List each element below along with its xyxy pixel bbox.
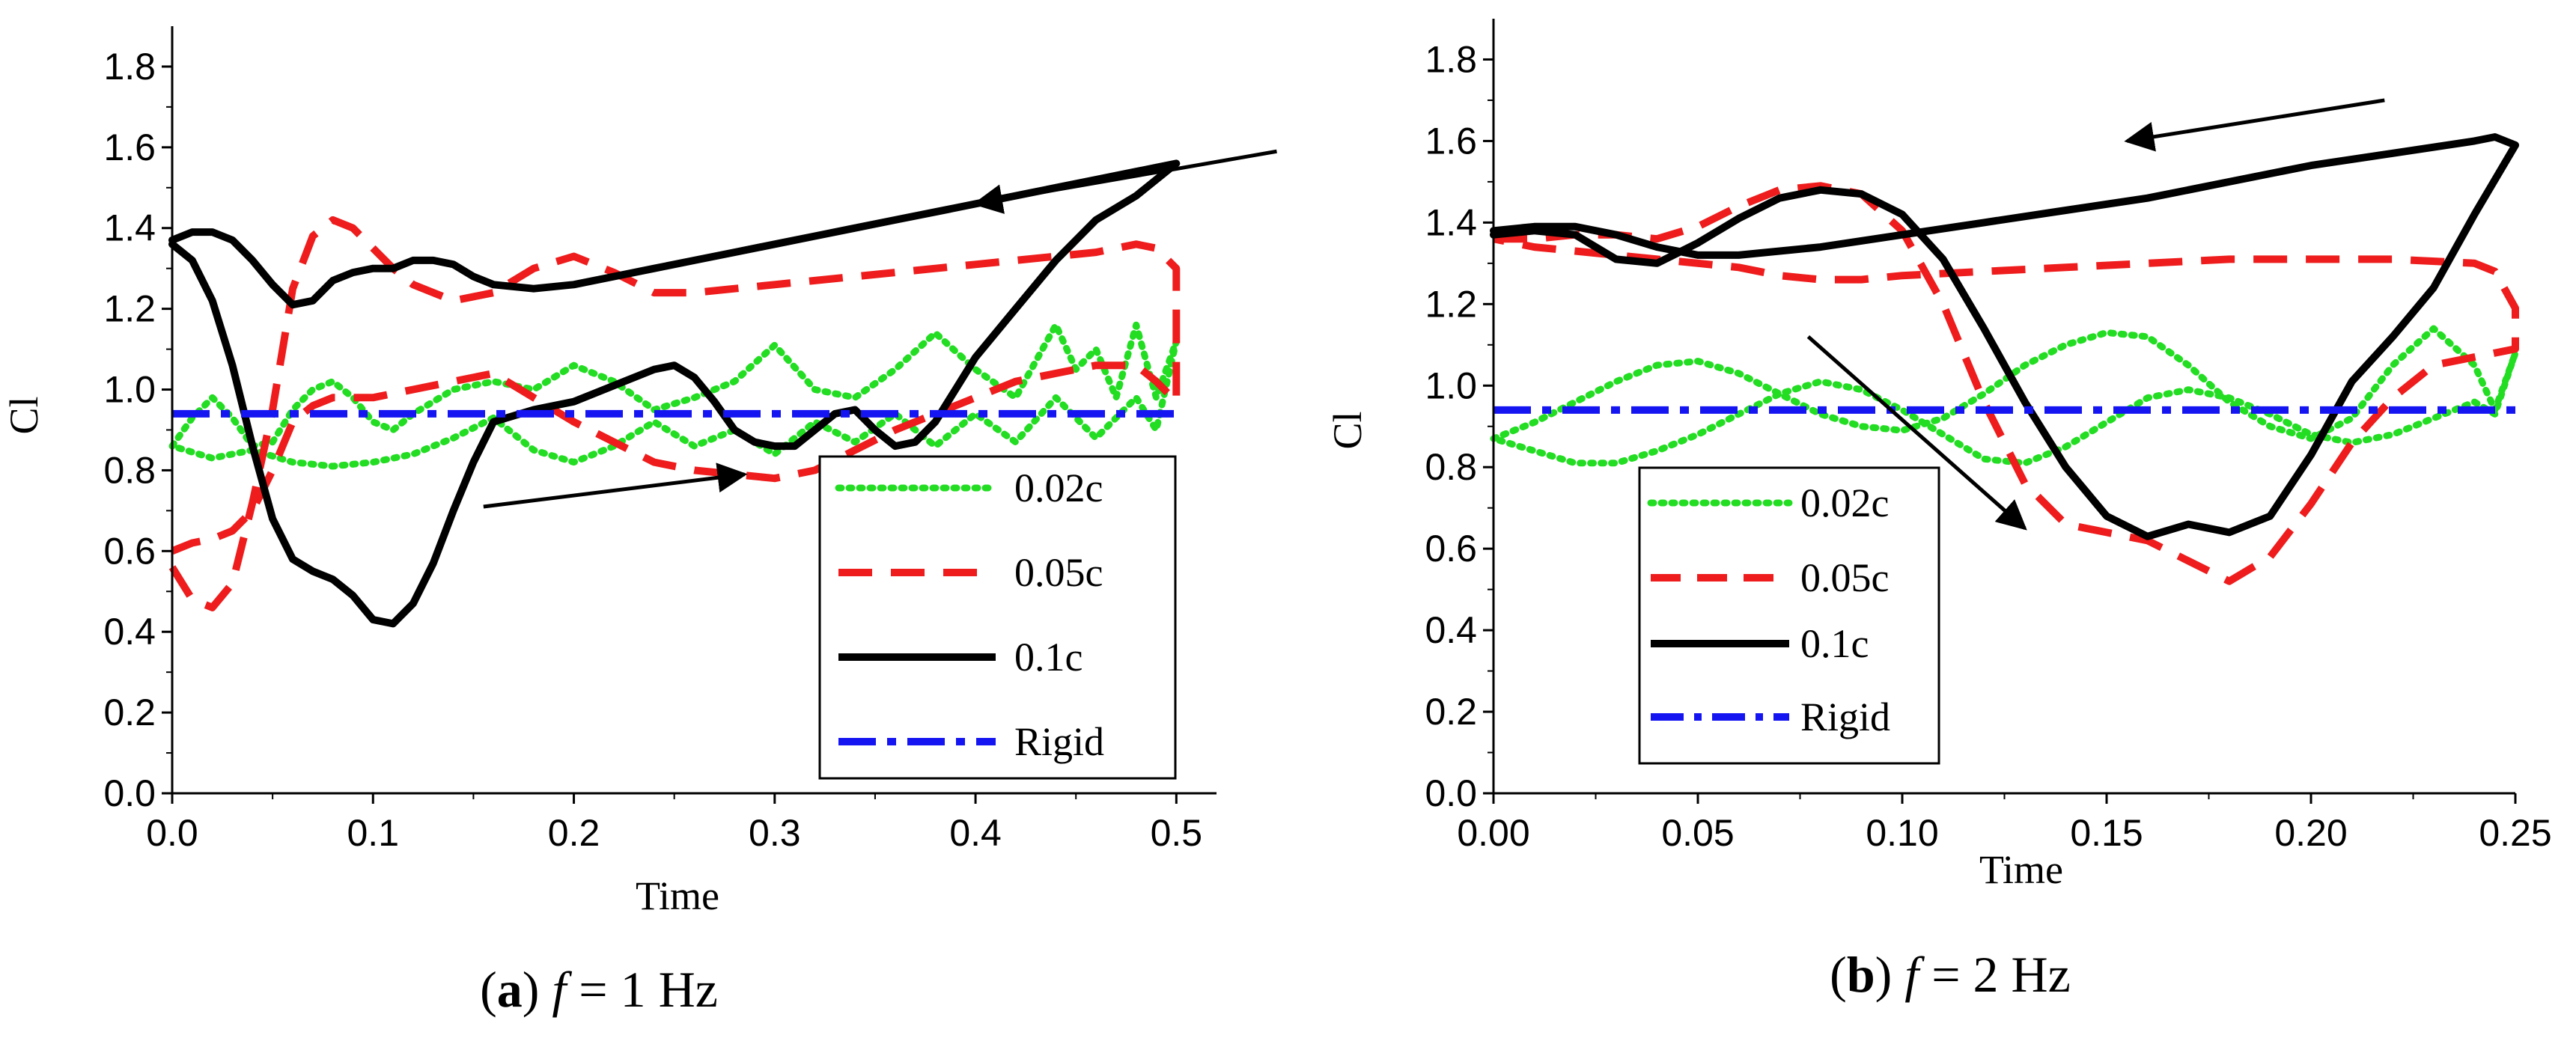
panel-a-y-tick-label: 1.8 [103, 46, 156, 88]
panel-b-caption: (b) f = 2 Hz [1830, 946, 2071, 1003]
panel-b: 0.0 0.2 0.4 0.6 0.8 1.0 1.2 1.4 1.6 1.8 0.00 0.05 0.… [1325, 19, 2552, 1003]
panel-b-legend-label-0.1c: 0.1c [1800, 621, 1869, 666]
panel-a-y-tick-label: 0.6 [103, 530, 156, 572]
panel-a-y-tick-label: 0.0 [103, 772, 156, 814]
panel-b-x-tick-label: 0.20 [2274, 812, 2347, 854]
panel-a-x-tick-label: 0.4 [949, 812, 1002, 854]
panel-a-caption-rest: = 1 Hz [566, 961, 718, 1018]
panel-a-series-0-02c [168, 321, 1180, 470]
panel-b-x-tick-label: 0.25 [2479, 812, 2551, 854]
panel-a-x-tick-label: 0.5 [1151, 812, 1203, 854]
panel-b-y-tick-label: 1.0 [1425, 364, 1477, 406]
panel-b-y-tick-label: 1.2 [1425, 283, 1477, 325]
panel-a-series [168, 159, 1181, 628]
panel-b-series-0-1c [1490, 133, 2519, 540]
panel-b-x-axis-label: Time [1979, 847, 2063, 892]
panel-a-legend-box [818, 455, 1177, 780]
panel-b-legend-label-0.02c: 0.02c [1800, 480, 1889, 525]
panel-a-legend-label-0.02c: 0.02c [1014, 465, 1103, 510]
panel-a-x-tick-label: 0.3 [749, 812, 801, 854]
panel-b-y-tick-label: 1.8 [1425, 38, 1477, 80]
panel-b-y-tick-label: 0.4 [1425, 609, 1477, 651]
panel-a-legend: 0.02c 0.05c 0.1c Rigid [818, 455, 1177, 780]
panel-a-y-tick-label: 1.4 [103, 207, 156, 249]
panel-a-trend-arrow-2 [483, 463, 748, 509]
panel-a-legend-label-0.05c: 0.05c [1014, 550, 1103, 595]
panel-a-x-tick-label: 0.2 [548, 812, 600, 854]
panel-a-axes: 0.0 0.2 0.4 0.6 0.8 1.0 1.2 1.4 1.6 1.8 0.0 0.1 0.2 0… [103, 26, 1217, 854]
panel-b-y-tick-label: 0.0 [1425, 772, 1477, 814]
panel-a-trend-arrow-1 [972, 149, 1277, 214]
panel-b-y-tick-label: 0.2 [1425, 691, 1477, 733]
panel-a-x-axis-label: Time [636, 873, 719, 918]
panel-b-annotations [1806, 98, 2385, 531]
panel-a-y-tick-label: 0.8 [103, 449, 156, 491]
panel-b-trend-arrow-2 [1806, 335, 2027, 531]
panel-b-axes: 0.0 0.2 0.4 0.6 0.8 1.0 1.2 1.4 1.6 1.8 0.00 0.05 0.… [1425, 19, 2552, 854]
panel-b-series-0-02c [1490, 325, 2519, 467]
panel-b-y-tick-label: 0.6 [1425, 528, 1477, 570]
panel-b-series-0-05c [1493, 182, 2519, 585]
panel-a-x-tick-label: 0.0 [146, 812, 198, 854]
panel-a-y-tick-label: 1.2 [103, 288, 156, 330]
panel-b-series [1490, 133, 2519, 585]
panel-b-y-tick-label: 0.8 [1425, 446, 1477, 488]
panel-a-y-tick-label: 1.0 [103, 369, 156, 411]
panel-a-y-axis-label: Cl [1, 396, 46, 434]
panel-b-legend-label-rigid: Rigid [1800, 695, 1890, 739]
panel-b-y-tick-label: 1.4 [1425, 201, 1477, 243]
panel-b-legend-label-0.05c: 0.05c [1800, 555, 1889, 600]
panel-b-x-tick-label: 0.15 [2070, 812, 2143, 854]
panel-a-y-tick-label: 0.4 [103, 611, 156, 653]
panel-a-caption: (a) f = 1 Hz [480, 961, 718, 1018]
panel-b-x-tick-label: 0.10 [1866, 812, 1938, 854]
panel-b-y-tick-label: 1.6 [1425, 120, 1477, 162]
panel-b-x-tick-label: 0.05 [1661, 812, 1734, 854]
panel-a-legend-label-rigid: Rigid [1014, 719, 1104, 764]
panel-a-y-tick-label: 0.2 [103, 692, 156, 733]
panel-a-y-tick-label: 1.6 [103, 126, 156, 168]
panel-a-caption-label: a [497, 961, 523, 1018]
panel-b-legend: 0.02c 0.05c 0.1c Rigid [1638, 466, 1940, 765]
panel-a-legend-label-0.1c: 0.1c [1014, 635, 1083, 680]
panel-b-x-tick-label: 0.00 [1457, 812, 1529, 854]
panel-a-x-tick-label: 0.1 [347, 812, 400, 854]
panel-b-caption-label: b [1847, 946, 1875, 1003]
panel-b-trend-arrow-1 [2124, 98, 2385, 152]
panel-b-caption-rest: = 2 Hz [1919, 946, 2071, 1003]
panel-b-y-axis-label: Cl [1325, 411, 1370, 449]
panel-a-series-0-1c [168, 159, 1181, 628]
panel-a-annotations [483, 149, 1277, 509]
panel-a: 0.0 0.2 0.4 0.6 0.8 1.0 1.2 1.4 1.6 1.8 0.0 0.1 0.2 0… [1, 26, 1277, 1018]
